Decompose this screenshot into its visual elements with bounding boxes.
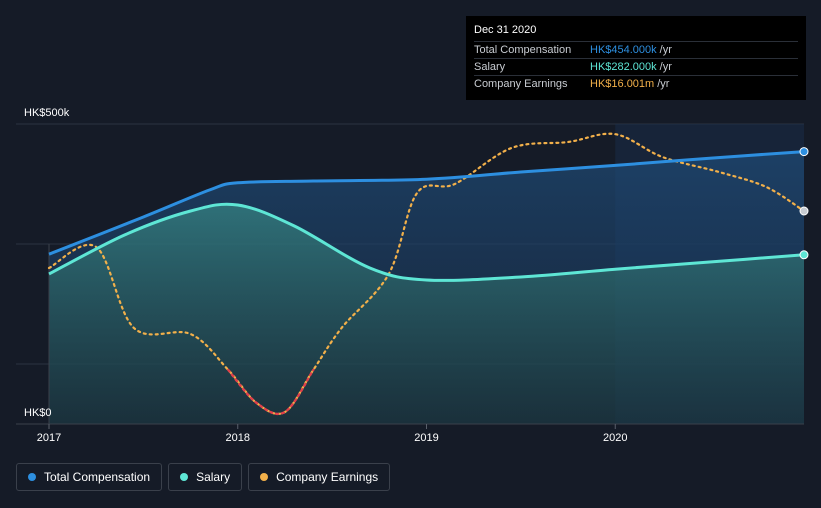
legend-item-salary[interactable]: Salary xyxy=(168,463,243,491)
tooltip-value: HK$282.000k xyxy=(590,61,657,73)
legend-item-company-earnings[interactable]: Company Earnings xyxy=(248,463,391,491)
salary-area xyxy=(49,204,804,424)
tooltip-row-earnings: Company Earnings HK$16.001m /yr xyxy=(474,75,798,92)
salary-line xyxy=(48,202,805,282)
legend-label: Salary xyxy=(196,470,231,484)
tooltip-date: Dec 31 2020 xyxy=(474,24,537,36)
series-lines xyxy=(47,132,809,416)
tooltip-row-salary: Salary HK$282.000k /yr xyxy=(474,58,798,75)
x-axis: 2017 2018 2019 2020 xyxy=(37,424,627,444)
legend-label: Total Compensation xyxy=(44,470,151,484)
total-compensation-end-point xyxy=(799,147,809,157)
tooltip-label: Total Compensation xyxy=(474,44,572,56)
legend-item-total-compensation[interactable]: Total Compensation xyxy=(16,463,163,491)
legend-label: Company Earnings xyxy=(276,470,379,484)
series-areas xyxy=(16,151,804,425)
x-tick-label: 2017 xyxy=(37,432,61,444)
legend-dot-icon xyxy=(260,473,269,481)
tooltip-value: HK$454.000k xyxy=(590,44,657,56)
tooltip-unit: /yr xyxy=(659,61,672,73)
tooltip-value: HK$16.001m xyxy=(590,78,655,90)
x-tick-label: 2019 xyxy=(414,432,438,444)
total-compensation-line xyxy=(48,150,805,256)
legend-dot-icon xyxy=(180,473,189,481)
tooltip-unit: /yr xyxy=(657,78,670,90)
company-earnings-end-point xyxy=(799,206,809,216)
x-tick-label: 2018 xyxy=(226,432,250,444)
legend-dot-icon xyxy=(28,473,36,481)
tooltip-unit: /yr xyxy=(659,44,672,56)
tooltip-label: Salary xyxy=(474,61,506,73)
tooltip-label: Company Earnings xyxy=(474,78,568,90)
legend: Total Compensation Salary Company Earnin… xyxy=(16,463,391,491)
y-axis-top-label: HK$500k xyxy=(24,107,70,119)
salary-end-point xyxy=(799,250,809,260)
company-earnings-low-segment xyxy=(227,368,315,416)
y-axis-bottom-label: HK$0 xyxy=(24,407,52,419)
tooltip-row-total: Total Compensation HK$454.000k /yr xyxy=(474,41,798,58)
x-tick-label: 2020 xyxy=(603,432,627,444)
tooltip: Dec 31 2020 Total Compensation HK$454.00… xyxy=(466,16,806,100)
